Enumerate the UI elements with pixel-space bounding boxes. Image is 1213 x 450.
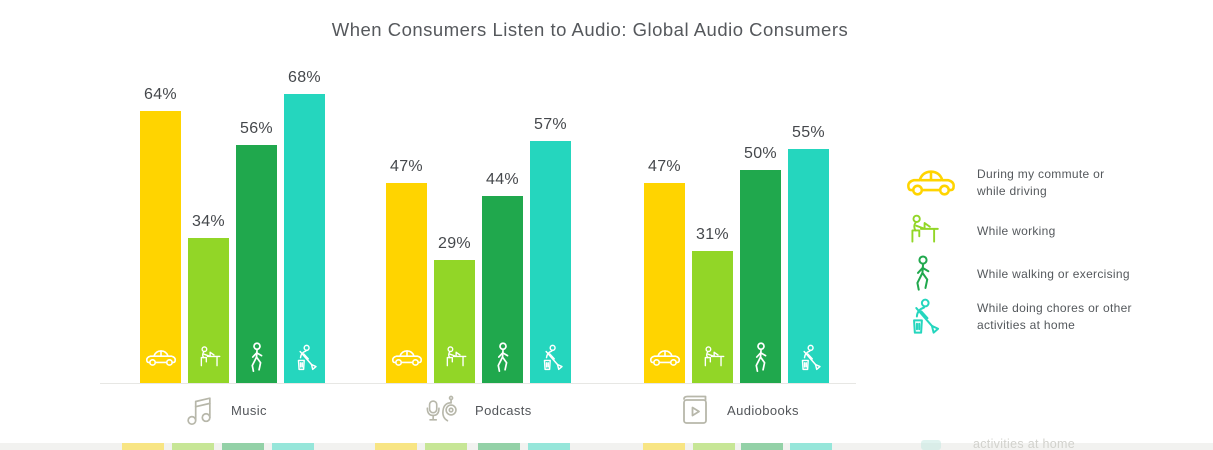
chores-icon xyxy=(284,339,325,377)
working-icon xyxy=(692,339,733,377)
peek-bar-top xyxy=(425,443,467,450)
bar-value-label: 34% xyxy=(192,213,225,230)
car-icon xyxy=(905,166,977,200)
peek-bar-top xyxy=(375,443,417,450)
bar-podcasts-car xyxy=(386,183,427,383)
chart-title: When Consumers Listen to Audio: Global A… xyxy=(331,19,849,40)
legend-label: During my commute or while driving xyxy=(977,167,1105,198)
category-podcasts: Podcasts xyxy=(426,390,532,430)
car-icon xyxy=(386,339,427,377)
category-label: Audiobooks xyxy=(727,402,799,418)
bar-value-label: 47% xyxy=(648,158,681,175)
bar-audiobooks-chores xyxy=(788,149,829,383)
peek-bar-top xyxy=(741,443,783,450)
peek-bar-top xyxy=(528,443,570,450)
legend-label: While working xyxy=(977,223,1056,238)
chores-icon xyxy=(788,339,829,377)
working-icon xyxy=(434,339,475,377)
bar-music-car xyxy=(140,111,181,383)
walking-icon xyxy=(740,339,781,377)
peek-band xyxy=(0,443,1213,450)
peek-bar-top xyxy=(172,443,214,450)
legend-label: While walking or exercising xyxy=(977,266,1130,281)
bar-value-label: 57% xyxy=(534,116,567,133)
x-axis-baseline xyxy=(100,383,856,384)
peek-bar-top xyxy=(693,443,735,450)
peek-chores-icon xyxy=(921,440,941,450)
bar-value-label: 47% xyxy=(390,158,423,175)
category-music: Music xyxy=(182,390,267,430)
bar-podcasts-working xyxy=(434,260,475,383)
music-note-icon xyxy=(182,393,216,427)
legend-item-working: While working xyxy=(905,212,1147,250)
bar-value-label: 31% xyxy=(696,226,729,243)
legend-item-car: During my commute or while driving xyxy=(905,166,1147,200)
audiobook-icon xyxy=(678,393,712,427)
bar-value-label: 50% xyxy=(744,145,777,162)
peek-bar-top xyxy=(790,443,832,450)
category-label: Podcasts xyxy=(475,402,532,418)
bar-value-label: 68% xyxy=(288,69,321,86)
peek-bar-top xyxy=(272,443,314,450)
walking-icon xyxy=(236,339,277,377)
walking-icon xyxy=(905,255,977,293)
category-label: Music xyxy=(231,402,267,418)
legend-label: While doing chores or other activities at… xyxy=(977,301,1132,332)
peek-bar-top xyxy=(122,443,164,450)
car-icon xyxy=(140,339,181,377)
peek-text: activities at home xyxy=(973,437,1075,450)
bar-value-label: 44% xyxy=(486,171,519,188)
peek-bar-top xyxy=(222,443,264,450)
chores-icon xyxy=(905,298,977,336)
bar-value-label: 55% xyxy=(792,124,825,141)
bar-podcasts-chores xyxy=(530,141,571,383)
car-icon xyxy=(644,339,685,377)
bar-audiobooks-car xyxy=(644,183,685,383)
bar-value-label: 64% xyxy=(144,86,177,103)
bar-value-label: 29% xyxy=(438,235,471,252)
bar-audiobooks-walking xyxy=(740,170,781,383)
bar-value-label: 56% xyxy=(240,120,273,137)
bar-audiobooks-working xyxy=(692,251,733,383)
walking-icon xyxy=(482,339,523,377)
working-icon xyxy=(905,212,977,250)
bar-music-working xyxy=(188,238,229,383)
peek-bar-top xyxy=(478,443,520,450)
legend-item-chores: While doing chores or other activities at… xyxy=(905,298,1147,336)
working-icon xyxy=(188,339,229,377)
chores-icon xyxy=(530,339,571,377)
bar-music-chores xyxy=(284,94,325,383)
peek-bar-top xyxy=(643,443,685,450)
podcast-icon xyxy=(426,393,460,427)
category-audiobooks: Audiobooks xyxy=(678,390,799,430)
legend-item-walking: While walking or exercising xyxy=(905,255,1147,293)
